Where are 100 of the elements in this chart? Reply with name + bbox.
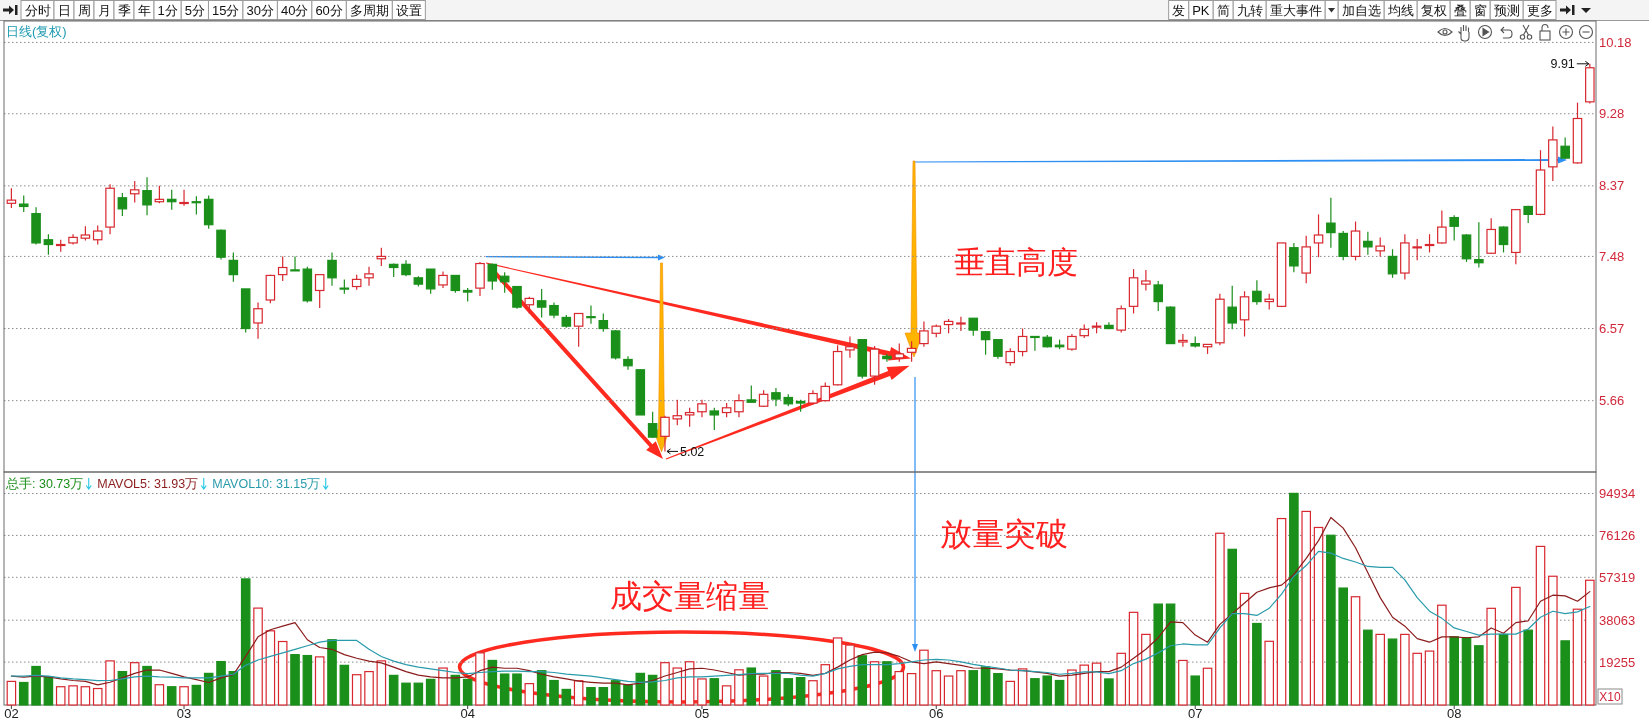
bar <box>1017 668 1028 706</box>
bar <box>1227 548 1238 706</box>
bar <box>1585 579 1595 706</box>
bar <box>660 662 670 706</box>
bar <box>1178 659 1188 706</box>
x-tick-label: 04 <box>460 706 475 721</box>
bar <box>549 679 559 706</box>
bar <box>351 674 362 706</box>
bar <box>302 654 313 706</box>
x-tick-label: 03 <box>176 706 192 721</box>
bar <box>203 672 214 706</box>
bar <box>499 673 510 706</box>
bar <box>1326 534 1336 706</box>
bar <box>388 674 399 706</box>
bar <box>832 637 843 706</box>
bar <box>980 666 991 706</box>
bar <box>1005 680 1016 706</box>
bar <box>228 670 239 706</box>
bar <box>672 667 683 706</box>
button: 15分 <box>207 0 244 20</box>
button: 年 <box>133 0 155 20</box>
bar <box>1486 607 1496 706</box>
y-tick-label: 76126 <box>1599 527 1636 543</box>
bar <box>993 672 1003 706</box>
button: 30分 <box>242 0 278 20</box>
bar <box>573 680 584 706</box>
bar <box>290 654 300 706</box>
bar <box>1412 652 1422 706</box>
y-tick-label: 38063 <box>1599 612 1636 628</box>
y-tick-label: 9.28 <box>1599 106 1625 122</box>
bar <box>462 678 473 706</box>
bar <box>92 687 103 706</box>
bar <box>1350 596 1361 706</box>
bar <box>487 659 498 706</box>
axis-unit: X10 <box>1597 688 1623 705</box>
bar <box>697 678 707 706</box>
bar <box>314 656 325 706</box>
bar <box>586 687 596 706</box>
button: 发 <box>1168 0 1190 20</box>
bar <box>820 664 831 706</box>
bar <box>906 672 917 706</box>
button: 多周期 <box>345 0 393 20</box>
bar <box>610 680 621 706</box>
button: 重大事件 <box>1265 0 1326 20</box>
chart-title: 日线(复权) <box>6 24 67 39</box>
annotation: 5.02 <box>679 444 705 459</box>
bar <box>1387 638 1398 706</box>
bar <box>154 684 165 706</box>
button: 窗 <box>1469 0 1491 20</box>
bar <box>1153 603 1164 706</box>
button: 月 <box>93 0 115 20</box>
bar <box>1289 492 1299 706</box>
bar <box>635 672 646 706</box>
bar <box>1030 678 1040 706</box>
bar <box>1338 587 1348 706</box>
x-tick-label: 07 <box>1187 706 1203 721</box>
bar <box>438 667 448 706</box>
bar <box>1042 675 1053 706</box>
bar <box>1276 517 1287 706</box>
bar <box>339 664 350 706</box>
bar <box>413 682 424 706</box>
bar <box>1128 611 1139 706</box>
bar <box>845 644 855 706</box>
bar <box>1067 669 1077 706</box>
button: 简 <box>1212 0 1234 20</box>
bar <box>129 662 140 706</box>
bar <box>1215 532 1225 706</box>
bar <box>1264 640 1275 706</box>
x-tick-label: 05 <box>694 706 710 721</box>
annotation: 放量突破 <box>940 516 1068 552</box>
bar <box>327 639 337 706</box>
x-tick-label: 02 <box>4 706 19 721</box>
y-tick-label: 94934 <box>1599 486 1636 502</box>
bar <box>721 685 732 706</box>
bar <box>1461 637 1472 706</box>
button: 5分 <box>180 0 209 20</box>
x-tick-label: 06 <box>929 706 944 721</box>
button: 九转 <box>1232 0 1267 20</box>
y-tick-label: 5.66 <box>1599 393 1625 409</box>
bar <box>1560 640 1570 706</box>
bar <box>364 670 374 706</box>
bar <box>142 665 152 706</box>
bar <box>425 678 436 706</box>
bar <box>734 669 744 706</box>
bar <box>6 680 17 706</box>
bar <box>1548 575 1558 706</box>
bar <box>55 686 66 706</box>
bar <box>524 683 535 706</box>
button: 叠 <box>1449 0 1471 20</box>
y-tick-label: 8.37 <box>1599 178 1625 194</box>
bar <box>808 680 818 706</box>
bar <box>869 661 880 706</box>
bar <box>240 578 251 706</box>
bar <box>512 673 522 706</box>
bar <box>31 665 41 706</box>
button: 加自选 <box>1337 0 1385 20</box>
bar <box>401 682 411 706</box>
bar <box>1091 662 1102 706</box>
annotation: 9.91 <box>1550 56 1575 71</box>
button: PK <box>1188 0 1214 20</box>
